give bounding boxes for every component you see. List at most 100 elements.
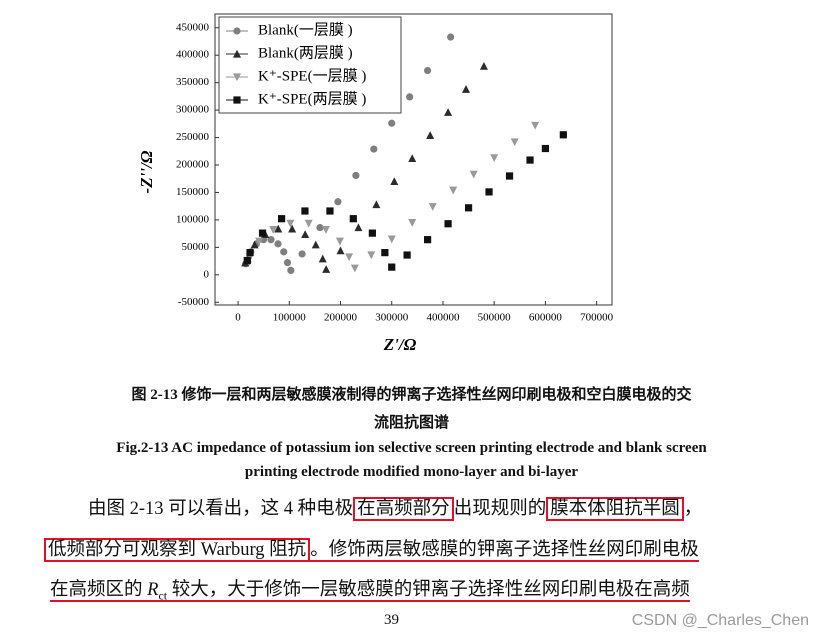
x-tick-label: 400000 (426, 312, 460, 324)
body-line: 由图 2-13 可以看出，这 4 种电极 在高频部分 出现规则的 膜本体阻抗半圆， (88, 494, 703, 521)
y-axis-title: -Z''/Ω (137, 150, 156, 193)
x-tick-label: 700000 (580, 312, 614, 324)
point (485, 188, 493, 196)
point (388, 263, 396, 271)
y-tick-label: 100000 (176, 213, 210, 225)
x-tick-label: 100000 (273, 312, 307, 324)
point (372, 200, 381, 209)
point (490, 154, 499, 163)
point (367, 251, 376, 260)
point (233, 96, 241, 104)
subscript: ct (158, 588, 168, 603)
point (349, 215, 357, 223)
point (233, 73, 241, 82)
y-tick-label: -50000 (178, 296, 210, 308)
point (287, 266, 295, 275)
symbol: R (147, 580, 159, 600)
text: 出现规则的 (453, 499, 547, 519)
legend-label: Blank(一层膜 ) (258, 21, 353, 38)
point (408, 154, 417, 163)
point (354, 223, 363, 232)
point (243, 256, 251, 265)
point (462, 85, 471, 93)
point (311, 240, 320, 249)
highlight: 低频部分可观察到 Warburg 阻抗 (44, 538, 311, 562)
x-tick-label: 600000 (529, 312, 563, 324)
point (444, 108, 453, 116)
text: 较大，大于修饰一层敏感膜的钾离子选择性丝网印刷电极在高频 (167, 580, 690, 600)
caption-cn-2: 流阻抗图谱 (373, 415, 449, 431)
point (334, 198, 342, 206)
y-tick-label: 250000 (176, 131, 210, 143)
point (316, 223, 324, 232)
point (233, 49, 241, 58)
body-line: 低频部分可观察到 Warburg 阻抗 。修饰两层敏感膜的钾离子选择性丝网印刷电极 (44, 535, 699, 562)
point (288, 224, 297, 233)
point (274, 240, 282, 248)
x-tick-label: 0 (235, 312, 241, 324)
point (464, 204, 473, 212)
caption-cn-1: 图 2-13 修饰一层和两层敏感膜液制得的钾离子选择性丝网印刷电极和空白膜电极的… (131, 387, 692, 403)
point (387, 235, 396, 244)
watermark: CSDN @_Charles_Chen (631, 612, 809, 629)
y-tick-label: 450000 (176, 21, 210, 33)
point (255, 237, 264, 246)
point (381, 249, 389, 257)
legend-box (218, 16, 402, 114)
point (345, 253, 354, 262)
point (444, 220, 452, 228)
point (321, 226, 330, 234)
point (336, 246, 345, 255)
point (335, 237, 344, 246)
point (406, 93, 414, 101)
text: 在高频区的 (50, 580, 148, 600)
point (233, 27, 241, 35)
point (246, 249, 254, 257)
highlight: 在高频部分 (353, 497, 454, 521)
point (423, 66, 432, 75)
point (388, 119, 396, 127)
point (426, 131, 435, 139)
point (350, 264, 359, 273)
body-line: 在高频区的 Rct 较大，大于修饰一层敏感膜的钾离子选择性丝网印刷电极在高频 (50, 575, 690, 604)
point (479, 61, 488, 70)
underlined: 在高频区的 Rct 较大，大于修饰一层敏感膜的钾离子选择性丝网印刷电极在高频 (50, 580, 690, 603)
point (428, 203, 437, 211)
y-tick-label: 350000 (176, 76, 210, 88)
point (408, 219, 417, 227)
chart: -Z''/Ω Z'/Ω -50000 0 50000 100000 150000 2000… (137, 13, 614, 354)
x-tick-label: 300000 (375, 312, 409, 324)
legend-label: K⁺-SPE(两层膜 ) (258, 90, 366, 107)
point (304, 219, 313, 228)
y-tick-label: 200000 (176, 159, 210, 171)
point (301, 207, 309, 215)
y-tick-label: 50000 (182, 241, 210, 253)
point (526, 156, 534, 164)
point (274, 224, 283, 233)
y-tick-label: 0 (204, 268, 210, 280)
point (423, 236, 432, 244)
point (352, 171, 360, 180)
point (277, 215, 286, 223)
plot-frame (214, 13, 613, 306)
point (449, 186, 458, 195)
highlight: 膜本体阻抗半圆 (546, 497, 684, 521)
point (301, 230, 310, 238)
x-tick-label: 200000 (324, 312, 358, 324)
point (326, 207, 334, 215)
text: 由图 2-13 可以看出，这 4 种电极 (88, 499, 354, 519)
caption-en-1: Fig.2-13 AC impedance of potassium ion s… (116, 440, 707, 456)
point (298, 250, 306, 258)
y-tick-label: 150000 (176, 186, 210, 198)
point (370, 145, 378, 153)
point (322, 265, 331, 273)
point (505, 172, 514, 180)
text: ， (683, 499, 703, 519)
point (403, 251, 411, 259)
point (280, 248, 288, 256)
legend-label: Blank(两层膜 ) (258, 44, 353, 61)
point (541, 144, 550, 153)
point (267, 236, 275, 244)
x-axis-title: Z'/Ω (383, 335, 417, 354)
